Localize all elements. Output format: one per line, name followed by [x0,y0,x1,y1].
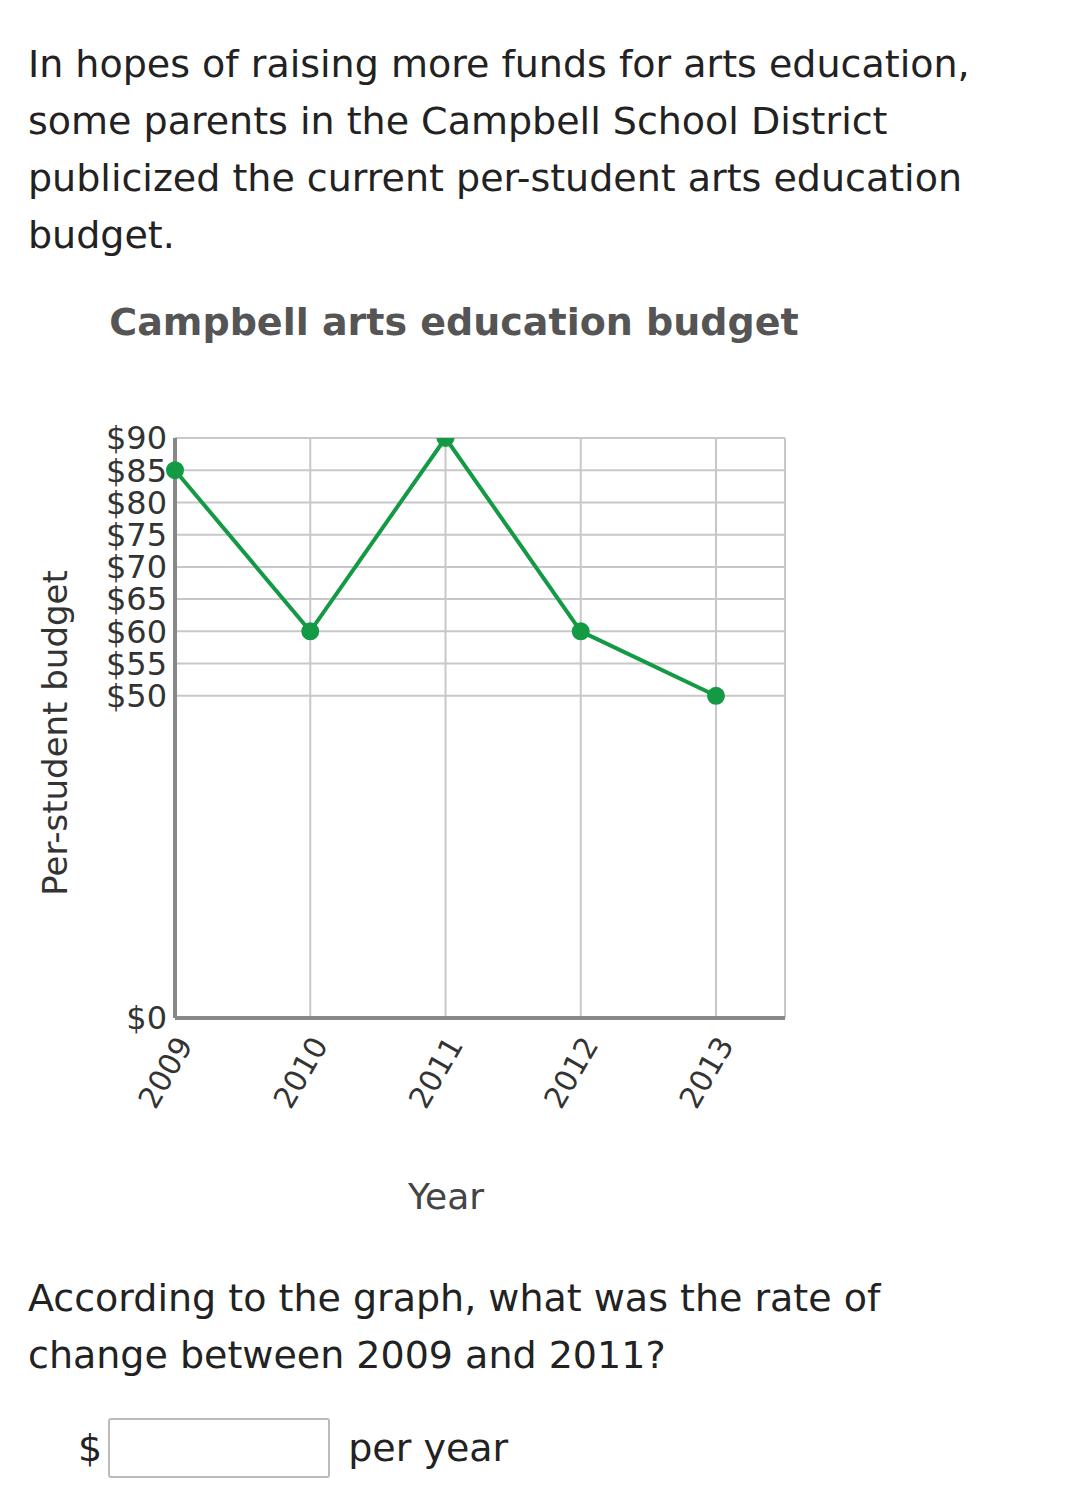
svg-text:$80: $80 [105,483,167,522]
svg-text:$85: $85 [105,451,167,490]
html-text:Year: Year [407,1176,485,1217]
svg-text:$60: $60 [105,612,167,651]
svg-text:$0: $0 [126,999,167,1037]
svg-text:$65: $65 [105,580,167,619]
html-text:According to the graph, what w: According to the graph, what was the rat… [28,1276,881,1377]
svg-text:$75: $75 [105,516,167,554]
svg-text:2010: 2010 [266,1031,334,1115]
svg-text:2009: 2009 [131,1031,199,1115]
html-text:In hopes of raising more funds: In hopes of raising more funds for arts … [28,42,970,257]
html-text:Per-student budget: Per-student budget [35,570,75,896]
svg-text:2012: 2012 [537,1031,605,1115]
html-text:per year: per year [348,1426,509,1470]
html-text:Campbell arts education budget: Campbell arts education budget [109,300,799,344]
svg-text:2013: 2013 [672,1031,740,1115]
svg-text:$70: $70 [105,548,167,587]
svg-text:2011: 2011 [402,1031,470,1115]
svg-text:$90: $90 [106,419,167,457]
svg-text:$50: $50 [105,677,167,716]
svg-text:$55: $55 [105,644,167,683]
